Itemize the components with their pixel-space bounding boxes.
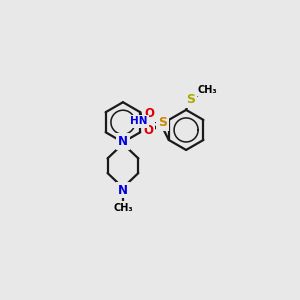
Text: N: N [118,135,128,148]
Text: HN: HN [130,116,147,127]
Text: O: O [143,124,153,137]
Text: O: O [144,107,154,120]
Text: N: N [118,184,128,196]
Text: S: S [158,116,167,129]
Text: CH₃: CH₃ [113,203,133,213]
Text: S: S [186,93,195,106]
Text: CH₃: CH₃ [197,85,217,95]
